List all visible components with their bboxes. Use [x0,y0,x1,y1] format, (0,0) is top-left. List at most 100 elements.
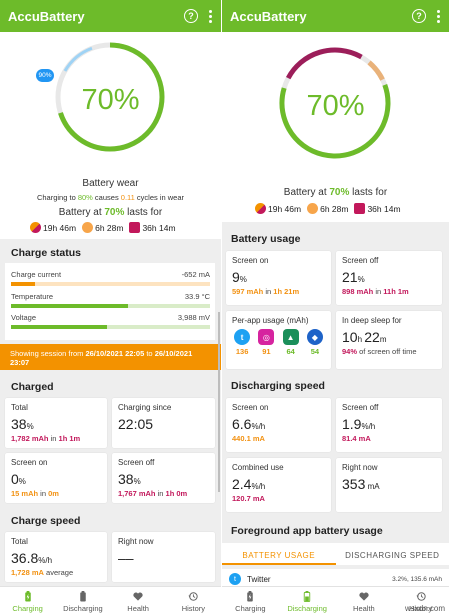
voltage-row: Voltage 3,988 mV [11,313,210,329]
charging-since-card: Charging since 22:05 [112,398,215,448]
wear-line: Charging to 80% causes 0.11 cycles in we… [36,193,185,202]
estimate-mixed: 19h 46m [255,203,301,214]
scrollbar[interactable] [218,312,220,492]
mixed-use-icon [255,203,266,214]
estimate-screen-on: 6h 28m [307,203,348,214]
charge-arc [55,42,165,152]
charge-hero: 70% 90% Battery wear Charging to 80% cau… [0,32,221,239]
charge-current-row: Charge current -652 mA [11,270,210,286]
speed-combined-card: Combined use 2.4%/h 120.7 mA [226,458,331,512]
per-app-usage-card[interactable]: Per-app usage (mAh) t 136 ◎ 91 ▲ 64 ◆ 54 [226,311,331,369]
battery-gauge [55,42,165,152]
charged-total-card: Total 38% 1,782 mAh in 1h 1m [5,398,107,448]
gallery-icon: ▲ [282,329,299,345]
battery-icon [303,590,311,602]
battery-charging-icon [24,590,31,602]
mixed-use-icon [30,222,41,233]
speed-screen-off-card: Screen off 1.9%/h 81.4 mA [336,398,442,452]
battery-icon [80,590,86,602]
app-gallery[interactable]: ▲ 64 [281,329,301,356]
help-icon[interactable]: ? [184,9,198,23]
app-title: AccuBattery [230,8,307,24]
charged-title: Charged [11,381,54,393]
charged-screen-on-card: Screen on 0% 15 mAh in 0m [5,453,107,503]
history-icon [416,591,426,601]
app-title: AccuBattery [8,8,85,24]
nav-tab-history[interactable]: History [392,587,449,616]
charging-screen: AccuBattery ? 70% 90% Battery wear Charg… [0,0,221,616]
wear-badge[interactable]: 90% [36,69,54,82]
charge-speed-total-card: Total 36.8%/h 1,728 mA average [5,532,107,582]
nav-tab-discharging[interactable]: Discharging [55,587,110,616]
battery-charging-icon [247,590,254,602]
foreground-tabs: BATTERY USAGE DISCHARGING SPEED [222,543,449,565]
heart-icon [359,591,369,601]
nav-tab-charging[interactable]: Charging [0,587,55,616]
speed-screen-on-card: Screen on 6.6%/h 440.1 mA [226,398,331,452]
app-instagram[interactable]: ◎ 91 [256,329,276,356]
sun-icon [82,222,94,233]
help-icon[interactable]: ? [412,9,426,23]
tab-discharging-speed[interactable]: DISCHARGING SPEED [345,551,440,560]
history-icon [188,591,199,601]
estimates-row: 19h 46m 6h 28m 36h 14m [30,222,176,233]
bed-icon [354,203,366,214]
discharging-speed-title: Discharging speed [231,380,325,392]
wear-arc [56,43,164,151]
app-store[interactable]: ◆ 54 [305,329,325,356]
screen-on-arc [279,47,391,159]
heart-icon [133,591,143,601]
tab-battery-usage[interactable]: BATTERY USAGE [222,543,336,565]
estimates-row: 19h 46m 6h 28m 36h 14m [255,203,401,214]
charge-speed-title: Charge speed [11,515,81,527]
charge-status-title: Charge status [11,247,82,259]
deep-sleep-card: In deep sleep for 10h 22m 94% of screen … [336,311,442,369]
store-icon: ◆ [306,329,323,345]
nav-tab-health[interactable]: Health [111,587,166,616]
charged-screen-off-card: Screen off 38% 1,767 mAh in 1h 0m [112,453,215,503]
estimate-screen-off: 36h 14m [354,203,401,214]
app-bar: AccuBattery ? [0,0,221,32]
foreground-app-value: 3.2%, 135.6 mAh [392,575,442,583]
twitter-icon: t [229,573,241,585]
gauge-percent: 70% [306,90,365,122]
watermark: wsxdn.com [404,604,445,613]
battery-gauge [279,47,391,159]
foreground-row-twitter[interactable]: t Twitter 3.2%, 135.6 mAh [222,569,449,589]
charge-speed-right-now-card: Right now –– [112,532,215,582]
app-icon-row: t 136 ◎ 91 ▲ 64 ◆ 54 [232,329,325,356]
battery-usage-title: Battery usage [231,233,301,245]
more-options-icon[interactable] [436,9,440,23]
wear-title: Battery wear [82,178,139,189]
bottom-nav: Charging Discharging Health History [0,586,221,616]
panel-divider [221,0,222,616]
lasts-for-line: Battery at 70% lasts for [58,207,163,218]
more-options-icon[interactable] [208,9,212,23]
usage-screen-off-card: Screen off 21% 898 mAh in 11h 1m [336,251,442,305]
speed-right-now-card: Right now 353 mA [336,458,442,512]
foreground-app-name: Twitter [247,574,271,584]
discharge-hero: 70% Battery at 70% lasts for 19h 46m 6h … [222,32,449,222]
sun-icon [307,203,319,214]
nav-tab-charging[interactable]: Charging [222,587,279,616]
foreground-usage-title: Foreground app battery usage [231,525,383,537]
app-bar: AccuBattery ? [222,0,449,32]
discharging-screen: AccuBattery ? 70% Battery at 70% lasts f… [222,0,449,616]
estimate-screen-off: 36h 14m [129,222,176,233]
bottom-nav: Charging Discharging Health History [222,586,449,616]
twitter-icon: t [234,329,251,345]
gauge-percent: 70% [81,84,140,116]
nav-tab-discharging[interactable]: Discharging [279,587,336,616]
temperature-row: Temperature 33.9 °C [11,292,210,308]
nav-tab-health[interactable]: Health [336,587,393,616]
usage-screen-on-card: Screen on 9% 597 mAh in 1h 21m [226,251,331,305]
app-twitter[interactable]: t 136 [232,329,252,356]
remaining-arc [279,47,391,159]
estimate-mixed: 19h 46m [30,222,76,233]
lasts-for-line: Battery at 70% lasts for [283,187,388,198]
bed-icon [129,222,141,233]
estimate-screen-on: 6h 28m [82,222,123,233]
nav-tab-history[interactable]: History [166,587,221,616]
instagram-icon: ◎ [258,329,275,345]
session-banner[interactable]: Showing session from 26/10/2021 22:05 to… [0,344,221,370]
